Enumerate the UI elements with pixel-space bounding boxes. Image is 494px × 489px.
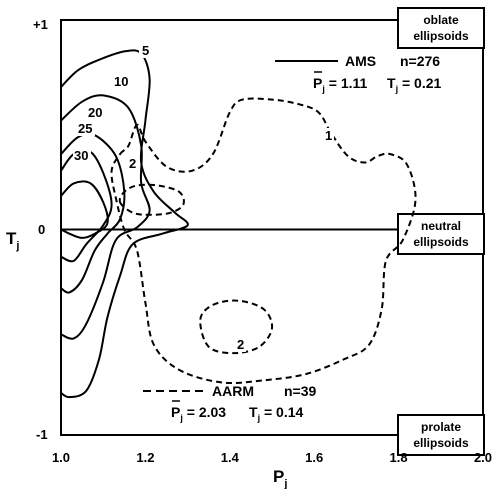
legend-ams: AMS n=276 Pj = 1.11 Tj = 0.21: [275, 53, 442, 94]
y-tick-label-mid: 0: [38, 222, 45, 237]
x-tick-label: 1.4: [221, 450, 240, 465]
legend-aarm: AARM n=39 Pj = 2.03 Tj = 0.14: [143, 383, 317, 423]
contour-label-background: [234, 337, 246, 352]
neutral-label-line1: neutral: [421, 219, 461, 233]
legend-aarm-t-symbol: Tj = 0.14: [249, 404, 304, 423]
contour-label-background: [139, 43, 151, 58]
x-axis-title: Pj: [273, 467, 287, 489]
ams-contour-5: [60, 49, 189, 399]
aarm-contour-2: [199, 299, 274, 355]
contour-label-background: [322, 128, 334, 143]
x-axis-title-sub: j: [283, 478, 287, 489]
legend-aarm-t-value: 0.14: [276, 404, 303, 420]
ams-contour-label: 5: [142, 43, 149, 58]
legend-ams-n: n=276: [400, 53, 440, 69]
ams-contour-label: 30: [74, 148, 88, 163]
legend-ams-t-value: 0.21: [414, 75, 441, 91]
prolate-label-line1: prolate: [421, 420, 461, 434]
y-axis-title-main: T: [6, 229, 17, 248]
contour-label-background: [87, 105, 105, 120]
oblate-label-line1: oblate: [423, 13, 459, 27]
x-tick-label: 1.2: [136, 450, 154, 465]
contour-label-background: [73, 148, 91, 163]
x-tick-labels: 1.0 1.2 1.4 1.6 1.8 2.0: [52, 450, 492, 465]
y-tick-label-top: +1: [33, 17, 48, 32]
x-tick-label: 2.0: [474, 450, 492, 465]
prolate-label-line2: ellipsoids: [413, 436, 469, 450]
legend-aarm-name: AARM: [212, 383, 254, 399]
legend-ams-stats: Pj = 1.11 Tj = 0.21: [313, 71, 442, 94]
oblate-label-box: oblate ellipsoids: [397, 7, 485, 49]
y-axis-title: Tj: [6, 229, 19, 252]
y-axis-title-sub: j: [15, 240, 19, 252]
neutral-label-box: neutral ellipsoids: [397, 213, 485, 255]
aarm-contour-2: [118, 183, 185, 216]
ams-contour-label: 10: [114, 74, 128, 89]
aarm-contour-label: 2: [237, 337, 244, 352]
aarm-contour-label: 2: [129, 156, 136, 171]
legend-aarm-stats: Pj = 2.03 Tj = 0.14: [171, 400, 304, 423]
ams-contour-10: [60, 94, 151, 340]
legend-aarm-n: n=39: [284, 383, 317, 399]
aarm-contour-1: [110, 97, 417, 385]
legend-aarm-p-symbol: Pj = 2.03: [171, 404, 226, 423]
legend-ams-name: AMS: [345, 53, 376, 69]
y-tick-label-bottom: -1: [36, 427, 48, 442]
ams-contour-label: 25: [78, 121, 92, 136]
x-tick-label: 1.0: [52, 450, 70, 465]
legend-aarm-p-value: 2.03: [199, 404, 226, 420]
oblate-label-line2: ellipsoids: [413, 29, 469, 43]
x-tick-label: 1.6: [305, 450, 323, 465]
contour-label-background: [77, 121, 95, 136]
x-axis-title-main: P: [273, 467, 284, 486]
legend-ams-p-symbol: Pj = 1.11: [313, 75, 368, 94]
legend-ams-p-value: 1.11: [341, 75, 368, 91]
prolate-label-box: prolate ellipsoids: [397, 414, 485, 456]
legend-ams-t-symbol: Tj = 0.21: [387, 75, 442, 94]
aarm-contour-label: 1: [325, 128, 332, 143]
contour-label-background: [126, 156, 138, 171]
ams-contour-30: [60, 180, 109, 239]
neutral-label-line2: ellipsoids: [413, 235, 469, 249]
ams-contour-label: 20: [88, 105, 102, 120]
x-tick-label: 1.8: [390, 450, 408, 465]
contour-label-background: [113, 74, 131, 89]
